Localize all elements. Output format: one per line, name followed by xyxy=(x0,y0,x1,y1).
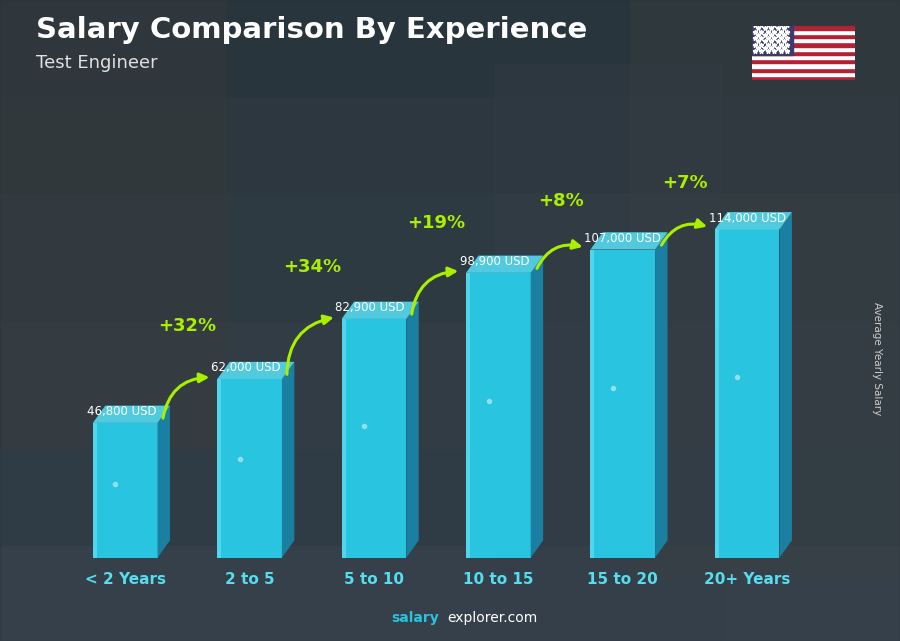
Bar xyxy=(752,47,855,51)
Polygon shape xyxy=(342,302,418,319)
Bar xyxy=(752,42,855,47)
FancyBboxPatch shape xyxy=(342,319,406,558)
Bar xyxy=(752,30,855,34)
Text: +34%: +34% xyxy=(283,258,341,276)
Polygon shape xyxy=(406,302,419,558)
Text: explorer.com: explorer.com xyxy=(447,611,537,625)
Bar xyxy=(0,96,900,192)
Bar xyxy=(0,0,900,96)
Text: 114,000 USD: 114,000 USD xyxy=(708,212,786,224)
Bar xyxy=(217,379,221,558)
Text: salary: salary xyxy=(392,611,439,625)
Bar xyxy=(752,63,855,67)
Bar xyxy=(752,59,855,63)
FancyArrowPatch shape xyxy=(537,240,580,269)
Bar xyxy=(0,449,900,545)
FancyArrowPatch shape xyxy=(163,374,206,418)
Bar xyxy=(752,34,855,38)
Bar xyxy=(0,0,225,449)
FancyBboxPatch shape xyxy=(217,379,282,558)
Bar xyxy=(342,319,346,558)
Polygon shape xyxy=(93,406,170,423)
Polygon shape xyxy=(655,232,668,558)
FancyBboxPatch shape xyxy=(590,249,655,558)
Polygon shape xyxy=(466,256,543,273)
Polygon shape xyxy=(158,406,170,558)
Polygon shape xyxy=(531,256,543,558)
Text: Test Engineer: Test Engineer xyxy=(36,54,158,72)
Text: Average Yearly Salary: Average Yearly Salary xyxy=(872,303,883,415)
Bar xyxy=(0,545,900,641)
Polygon shape xyxy=(779,212,792,558)
Bar xyxy=(590,249,594,558)
Text: +19%: +19% xyxy=(407,214,465,232)
FancyArrowPatch shape xyxy=(411,268,454,314)
Text: 62,000 USD: 62,000 USD xyxy=(211,362,281,374)
Text: 46,800 USD: 46,800 USD xyxy=(86,405,157,418)
Bar xyxy=(466,273,470,558)
Bar xyxy=(630,0,900,577)
Bar xyxy=(495,64,720,641)
FancyArrowPatch shape xyxy=(287,316,330,374)
Text: +7%: +7% xyxy=(662,174,707,192)
FancyBboxPatch shape xyxy=(715,229,779,558)
Bar xyxy=(0,320,900,449)
Text: +32%: +32% xyxy=(158,317,217,335)
Bar xyxy=(752,55,855,59)
Text: Salary Comparison By Experience: Salary Comparison By Experience xyxy=(36,16,587,44)
FancyBboxPatch shape xyxy=(93,423,158,558)
Bar xyxy=(752,26,855,30)
FancyBboxPatch shape xyxy=(466,273,531,558)
Polygon shape xyxy=(715,212,792,229)
Polygon shape xyxy=(282,362,294,558)
Bar xyxy=(752,67,855,72)
Text: 107,000 USD: 107,000 USD xyxy=(584,232,662,245)
Text: 82,900 USD: 82,900 USD xyxy=(336,301,405,314)
Text: 98,900 USD: 98,900 USD xyxy=(460,255,529,268)
Bar xyxy=(0,192,900,320)
FancyArrowPatch shape xyxy=(662,220,704,245)
Bar xyxy=(752,72,855,76)
Bar xyxy=(752,76,855,80)
Bar xyxy=(752,51,855,55)
Polygon shape xyxy=(590,232,668,249)
Bar xyxy=(752,38,855,42)
Bar xyxy=(715,229,719,558)
Bar xyxy=(93,423,96,558)
Polygon shape xyxy=(217,362,294,379)
Bar xyxy=(752,26,793,55)
Text: +8%: +8% xyxy=(537,192,583,210)
